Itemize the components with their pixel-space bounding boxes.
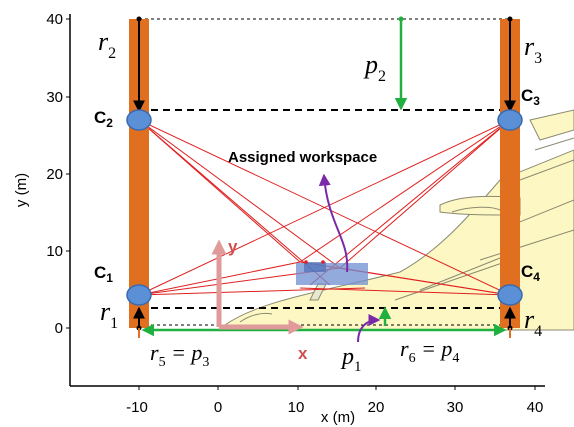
y-tick-label: 0 [55,320,63,337]
camera-c1 [126,284,152,306]
frame-y-label: y [228,237,238,256]
y-tick-label: 30 [46,89,63,106]
label-p2: p2 [363,50,386,85]
camera-rays [138,119,511,296]
x-axis-label: x (m) [321,409,355,426]
label-r3: r3 [524,32,542,67]
p1-pointer-arrow [357,314,381,343]
p2-origin-dot [398,16,404,22]
x-tick-label: 10 [288,399,305,416]
label-c1: C1 [94,263,113,285]
y-ticks [66,18,70,329]
y-axis-label: y (m) [13,173,30,207]
x-tick-label: 30 [447,399,464,416]
x-tick-label: 0 [214,399,222,416]
label-r2: r2 [98,27,116,62]
label-r6-p4: r6 = p4 [400,336,459,366]
workspace-top [304,262,326,272]
x-ticks [138,386,536,390]
y-tick-label: 40 [46,11,63,28]
label-c3: C3 [521,86,540,108]
pillar-top-dot [507,16,513,22]
pillar-top-dot [136,16,142,22]
label-r4: r4 [524,305,542,340]
workspace-pointer-arrow [318,173,349,273]
x-tick-label: -10 [126,399,148,416]
camera-c3 [497,109,523,131]
y-tick-label: 20 [46,166,63,183]
frame-x-label: x [298,344,308,363]
y-tick-label: 10 [46,243,63,260]
camera-c2 [126,109,152,131]
label-r5-p3: r5 = p3 [150,340,209,370]
x-tick-label: 40 [527,399,544,416]
axes: 40 30 20 10 0 -10 0 10 20 30 40 x (m) y … [13,11,545,426]
camera-c4 [497,284,523,306]
workspace-marker [304,260,308,264]
label-r1: r1 [100,297,118,332]
left-pillar [129,19,149,328]
label-p1: p1 [340,344,362,375]
label-c4: C4 [521,262,540,284]
workspace-marker [321,260,325,264]
x-tick-label: 20 [368,399,385,416]
right-pillar [500,19,520,328]
label-c2: C2 [94,108,113,130]
workspace-label: Assigned workspace [228,149,377,166]
